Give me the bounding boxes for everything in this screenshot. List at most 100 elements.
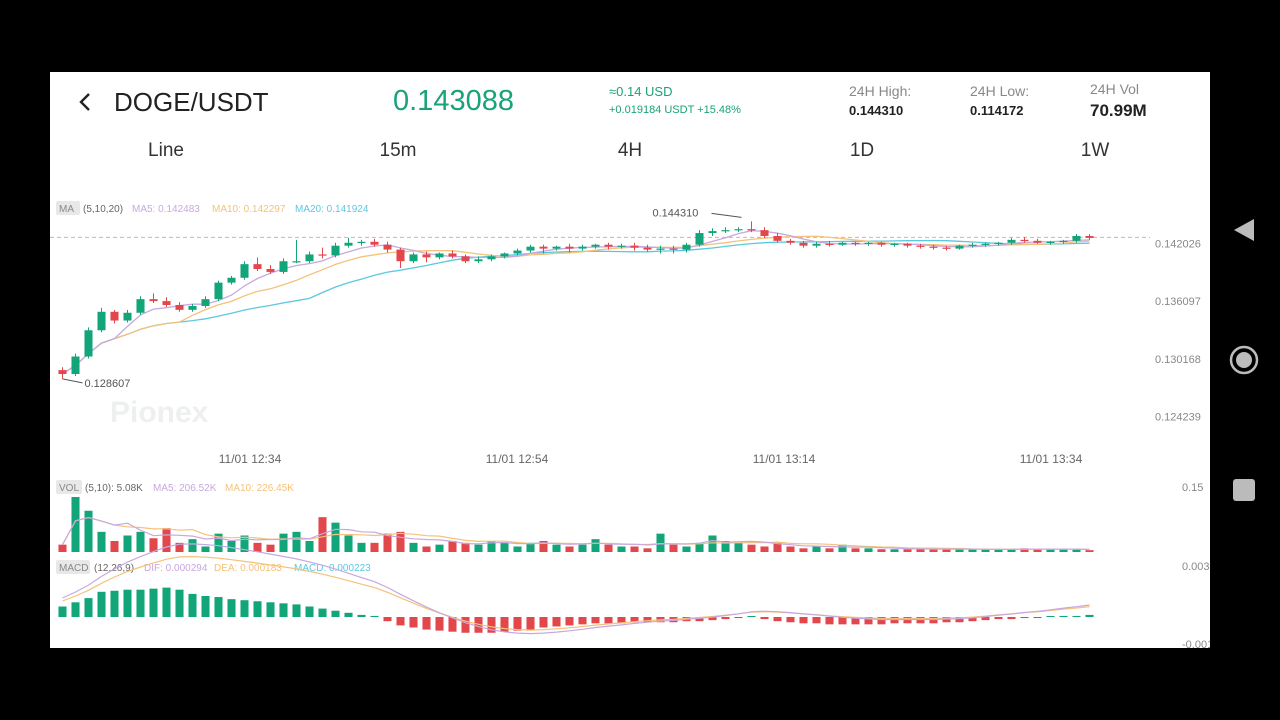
candle-body <box>58 370 67 375</box>
interval-tabs: Line 15m 4H 1D 1W <box>50 134 1210 168</box>
volume-bar <box>513 546 522 552</box>
price-chart[interactable]: Pionex MA (5,10,20) MA5: 0.142483 MA10: 0.14… <box>50 72 1210 648</box>
tab-1d[interactable]: 1D <box>849 140 875 161</box>
volume-bar <box>240 535 249 552</box>
high-annotation: 0.144310 <box>653 207 699 219</box>
price-tick-label: 0.124239 <box>1155 411 1201 423</box>
volume-bar <box>266 544 275 552</box>
chevron-left-icon[interactable] <box>74 90 98 114</box>
volume-bar <box>500 542 509 552</box>
candle-body <box>123 312 132 321</box>
macd-histogram-bar <box>422 617 431 630</box>
candle-body <box>929 246 938 248</box>
candle-body <box>331 245 340 256</box>
macd-histogram-bar <box>136 589 145 617</box>
volume-bar <box>71 497 80 552</box>
macd-histogram-bar <box>1072 615 1081 617</box>
low-annotation: 0.128607 <box>85 378 131 390</box>
macd-histogram-bar <box>734 617 743 619</box>
macd-histogram-bar <box>981 617 990 621</box>
ma10-legend: MA10: 0.142297 <box>212 204 286 215</box>
candle-body <box>1085 235 1094 238</box>
tab-4h[interactable]: 4H <box>617 140 643 161</box>
macd-histogram-bar <box>84 598 93 617</box>
macd-histogram-bar <box>942 617 951 623</box>
macd-histogram-bar <box>240 600 249 617</box>
vol-value: 70.99M <box>1090 101 1147 120</box>
circle-home-icon[interactable] <box>1229 345 1259 375</box>
macd-histogram-bar <box>344 612 353 617</box>
macd-histogram-bar <box>1059 615 1068 617</box>
tab-15m[interactable]: 15m <box>379 140 417 161</box>
volume-bar <box>383 533 392 552</box>
macd-tag: MACD <box>59 563 88 574</box>
candle-body <box>240 264 249 278</box>
low-marker-line <box>62 378 83 384</box>
volume-bar <box>669 544 678 552</box>
candle-body <box>708 231 717 234</box>
volume-bar <box>149 538 158 552</box>
volume-bar <box>331 522 340 552</box>
volume-bar <box>214 533 223 552</box>
macd-histogram-bar <box>214 597 223 617</box>
vol-tag: VOL <box>59 483 79 494</box>
candle-body <box>370 241 379 245</box>
volume-bar <box>422 546 431 552</box>
candle-body <box>799 242 808 246</box>
volume-bar <box>409 542 418 552</box>
candle-body <box>448 253 457 257</box>
volume-bar <box>604 544 613 552</box>
vol-scale-label: 0.15 <box>1182 482 1203 494</box>
candle-body <box>214 282 223 300</box>
triangle-back-icon[interactable] <box>1232 218 1256 242</box>
volume-bar <box>461 542 470 552</box>
macd-scale-bottom: -0.001267 <box>1182 639 1210 648</box>
macd-dif-line <box>62 543 1090 635</box>
volume-bar <box>721 541 730 552</box>
candle-body <box>227 277 236 283</box>
candle-body <box>149 299 158 302</box>
candle-body <box>1007 239 1016 243</box>
volume-bar <box>1085 550 1094 552</box>
vol-label: 24H Vol <box>1090 81 1140 97</box>
macd-histogram-bar <box>370 615 379 617</box>
usd-price: ≈0.14 USD <box>609 84 673 99</box>
candle-body <box>643 247 652 250</box>
candle-body <box>84 330 93 357</box>
macd-histogram-bar <box>1033 617 1042 619</box>
macd-histogram-bar <box>864 617 873 625</box>
macd-histogram-bar <box>994 617 1003 620</box>
pair-title: DOGE/USDT <box>114 87 269 117</box>
macd-histogram-bar <box>448 617 457 632</box>
volume-bar <box>682 546 691 552</box>
vol-tag-bg <box>56 480 82 494</box>
vol-ma5-legend: MA5: 206.52K <box>153 483 217 494</box>
square-recents-icon[interactable] <box>1233 479 1255 501</box>
volume-bar <box>110 541 119 552</box>
candle-body <box>279 261 288 272</box>
macd-histogram-bar <box>461 617 470 633</box>
volume-bar <box>734 542 743 552</box>
candle-body <box>617 245 626 247</box>
candle-body <box>461 256 470 262</box>
candle-body <box>955 245 964 249</box>
macd-histogram-bar <box>916 617 925 624</box>
tab-line[interactable]: Line <box>148 140 184 161</box>
volume-bar <box>981 549 990 552</box>
volume-bar <box>864 548 873 552</box>
volume-bar <box>487 541 496 552</box>
candle-body <box>877 242 886 245</box>
tab-1w[interactable]: 1W <box>1080 140 1110 161</box>
volume-bar <box>253 542 262 552</box>
candle-body <box>669 248 678 250</box>
candle-body <box>474 259 483 262</box>
volume-bar <box>760 546 769 552</box>
volume-bar <box>97 531 106 552</box>
macd-histogram-bar <box>71 602 80 617</box>
macd-histogram-bar <box>97 591 106 617</box>
macd-histogram-bar <box>305 606 314 617</box>
ma-tag-bg <box>56 201 80 215</box>
last-price: 0.143088 <box>393 85 514 117</box>
volume-bar <box>942 549 951 552</box>
candle-body <box>968 244 977 246</box>
